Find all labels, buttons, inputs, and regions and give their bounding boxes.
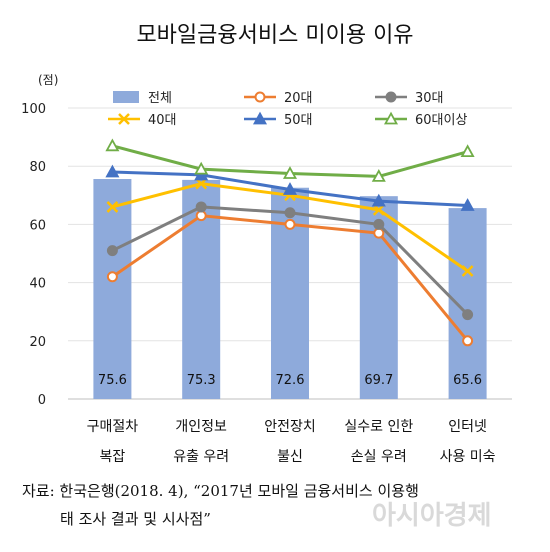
legend-label-30대: 30대	[415, 91, 444, 106]
bar-value-label-3: 69.7	[364, 373, 393, 388]
point-20대-1	[195, 210, 207, 222]
bar-value-label-1: 75.3	[187, 373, 216, 388]
point-40대-4-b	[461, 265, 474, 277]
source-line-2: 태 조사 결과 및 시사점”	[60, 510, 211, 528]
legend-item-20대: 20대	[244, 91, 313, 106]
legend-item-60대이상: 60대이상	[375, 111, 467, 128]
legend-label-20대: 20대	[284, 91, 313, 106]
point-50대-2	[282, 182, 298, 195]
watermark-logo: 아시아경제	[372, 501, 492, 531]
x-category-label-1-0: 개인정보	[175, 419, 227, 435]
point-50대-3	[371, 193, 386, 207]
chart-title: 모바일금융서비스 미이용 이유	[136, 23, 413, 48]
y-tick-label-0: 0	[38, 393, 46, 408]
legend-item-30대: 30대	[375, 91, 444, 106]
point-40대-0	[106, 201, 119, 213]
point-30대-2	[284, 207, 296, 219]
point-20대-2	[284, 218, 296, 230]
point-30대-4	[462, 309, 474, 321]
point-40대-0-b	[106, 201, 119, 213]
x-category-label-4-1: 사용 미숙	[440, 449, 496, 465]
point-60대이상-2	[282, 166, 298, 179]
y-axis-unit: (점)	[38, 73, 58, 87]
legend-item-40대: 40대	[108, 113, 177, 128]
point-60대이상-3	[371, 169, 386, 182]
legend-item-50대: 50대	[244, 111, 313, 128]
x-category-label-0-0: 구매절차	[87, 419, 139, 435]
bar-value-label-4: 65.6	[453, 373, 482, 388]
y-axis: 0 20 40 60 80 100	[21, 102, 46, 408]
point-60대이상-1	[194, 161, 209, 175]
legend-label-60대이상: 60대이상	[415, 113, 467, 128]
point-20대-4	[462, 335, 474, 347]
bar-value-labels: 75.6 75.3 72.6 69.7 65.6	[98, 373, 482, 388]
source-line-1: 자료: 한국은행(2018. 4), “2017년 모바일 금융서비스 이용행	[22, 482, 419, 500]
legend-marker-40대	[118, 113, 130, 125]
point-20대-0	[106, 271, 118, 283]
y-tick-label-100: 100	[21, 102, 46, 117]
x-category-label-3-1: 손실 우려	[351, 449, 407, 465]
point-40대-4	[461, 265, 474, 277]
legend-item-전체: 전체	[113, 91, 172, 106]
x-category-label-3-0: 실수로 인한	[344, 419, 413, 435]
legend-label-50대: 50대	[284, 113, 313, 128]
y-tick-label-40: 40	[29, 277, 46, 292]
point-20대-3	[373, 227, 385, 239]
point-30대-1	[195, 201, 207, 213]
point-30대-3	[373, 218, 385, 230]
legend-swatch-전체	[113, 91, 139, 103]
x-category-label-0-1: 복잡	[100, 449, 126, 465]
point-50대-0	[105, 164, 120, 178]
x-category-label-1-1: 유출 우려	[173, 449, 229, 465]
legend-marker-60대이상	[383, 111, 399, 125]
bar-0	[93, 179, 132, 399]
legend-marker-50대	[252, 111, 268, 125]
bar-4	[448, 208, 487, 399]
point-50대-4	[460, 198, 475, 211]
x-category-label-2-0: 안전장치	[264, 419, 316, 435]
point-60대이상-0	[105, 138, 120, 152]
legend-label-전체: 전체	[148, 91, 172, 106]
y-tick-label-60: 60	[29, 218, 46, 233]
legend-label-40대: 40대	[148, 113, 177, 128]
x-category-label-2-1: 불신	[277, 449, 303, 465]
line-series	[105, 138, 475, 347]
point-30대-0	[106, 245, 118, 257]
x-category-label-4-0: 인터넷	[448, 419, 487, 435]
bar-value-label-2: 72.6	[276, 373, 305, 388]
y-tick-label-80: 80	[29, 160, 46, 175]
point-60대이상-4	[460, 144, 475, 158]
legend-marker-30대	[385, 91, 397, 103]
y-tick-label-20: 20	[29, 335, 46, 350]
legend: 전체 20대 30대 40대 50대 60대이상	[108, 91, 467, 128]
legend-marker-20대	[254, 91, 266, 103]
legend-marker-40대-b	[118, 113, 130, 125]
bar-value-label-0: 75.6	[98, 373, 127, 388]
